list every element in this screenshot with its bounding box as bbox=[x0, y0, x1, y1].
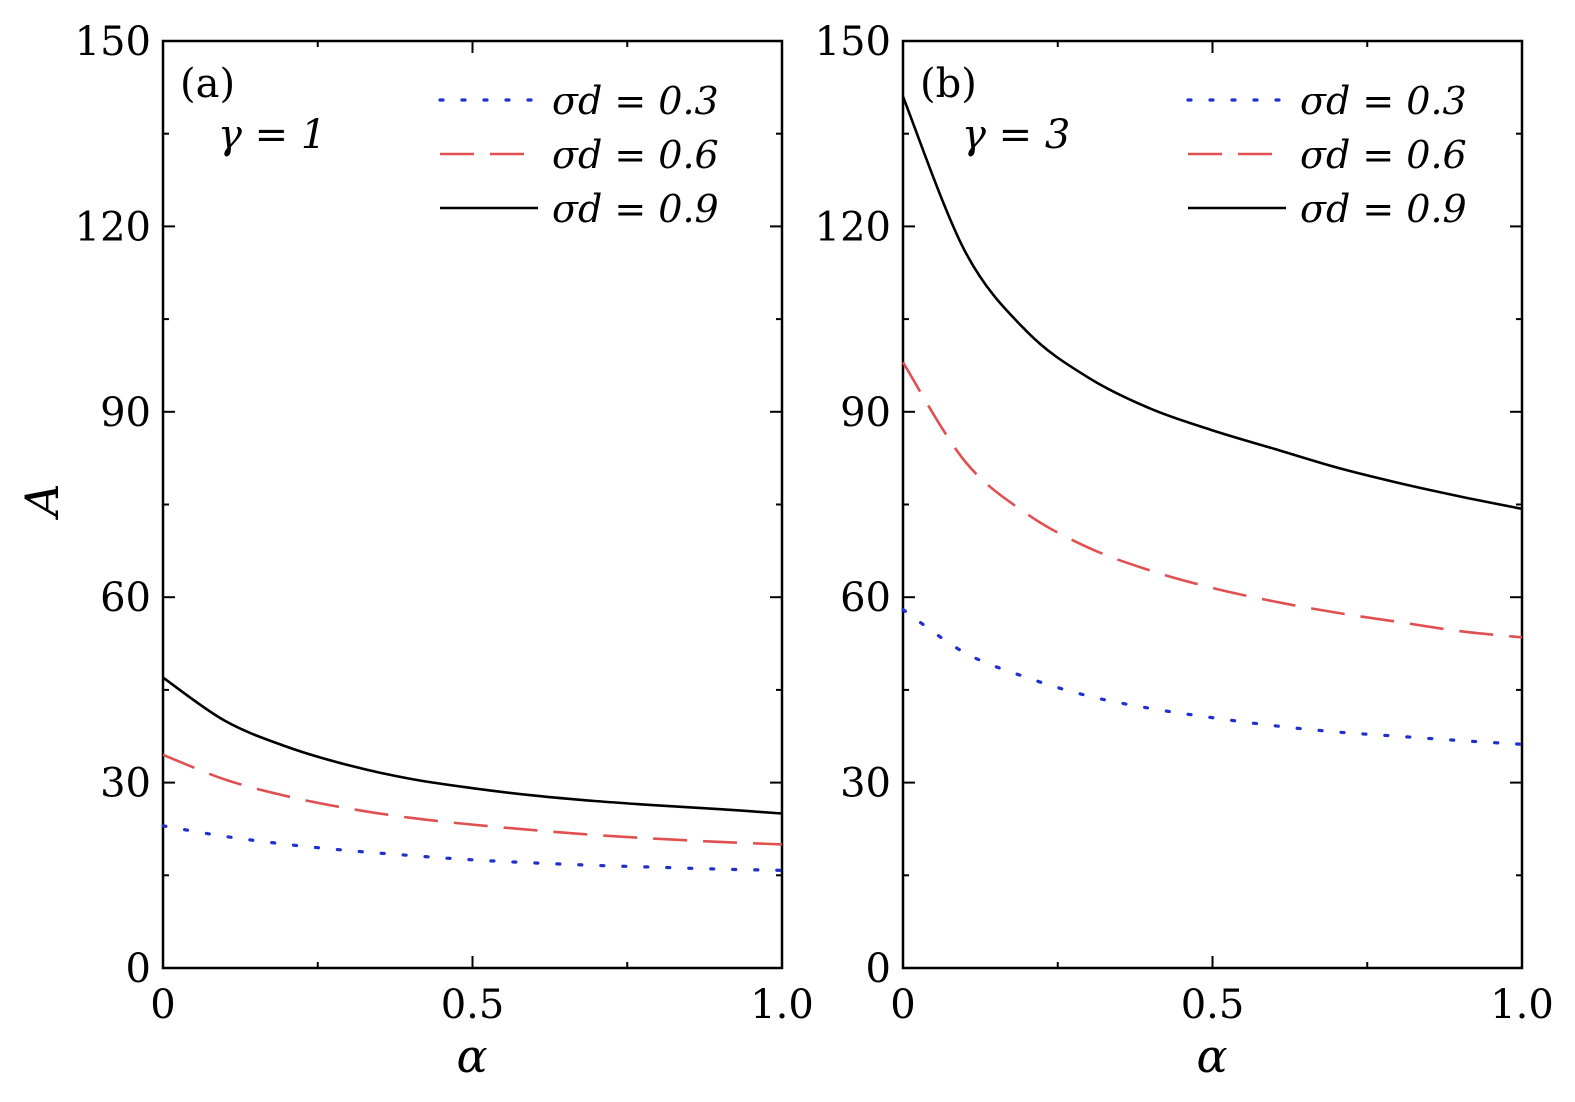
panel-label-a: (a) bbox=[180, 61, 235, 107]
x-axis-title-b: α bbox=[1196, 1029, 1227, 1083]
panel-label-b: (b) bbox=[920, 61, 977, 107]
x-tick-label-a: 0 bbox=[150, 982, 175, 1028]
x-tick-label-a: 1.0 bbox=[750, 982, 814, 1028]
x-tick-label-b: 0.5 bbox=[1181, 982, 1245, 1028]
y-tick-label-a: 90 bbox=[100, 390, 151, 436]
y-tick-label-a: 0 bbox=[126, 946, 151, 992]
legend-label-b-1: σd = 0.6 bbox=[1300, 133, 1467, 177]
series-line-b-1 bbox=[901, 361, 1523, 639]
annotation-gamma-b: γ = 3 bbox=[962, 112, 1070, 158]
tick-labels-a: 0 30 60 90 120 150 0 0.5 1.0 bbox=[75, 19, 814, 1028]
x-axis-title-a: α bbox=[456, 1029, 487, 1083]
y-tick-label-b: 0 bbox=[866, 946, 891, 992]
series-line-b-2 bbox=[901, 96, 1523, 511]
ticks-b bbox=[902, 40, 1523, 969]
legend-a: σd = 0.3 σd = 0.6 σd = 0.9 bbox=[438, 79, 719, 231]
y-tick-label-b: 60 bbox=[840, 575, 891, 621]
series-b bbox=[901, 96, 1524, 746]
legend-label-a-2: σd = 0.9 bbox=[552, 187, 719, 231]
legend-b: σd = 0.3 σd = 0.6 σd = 0.9 bbox=[1186, 79, 1467, 231]
series-line-a-1 bbox=[162, 753, 783, 846]
x-tick-label-b: 1.0 bbox=[1490, 982, 1554, 1028]
series-line-b-0 bbox=[901, 607, 1524, 746]
legend-label-b-0: σd = 0.3 bbox=[1300, 79, 1467, 123]
legend-label-a-1: σd = 0.6 bbox=[552, 133, 719, 177]
x-tick-label-b: 0 bbox=[890, 982, 915, 1028]
legend-label-b-2: σd = 0.9 bbox=[1300, 187, 1467, 231]
tick-labels-b: 0 30 60 90 120 150 0 0.5 1.0 bbox=[815, 19, 1554, 1028]
y-tick-label-b: 30 bbox=[840, 761, 891, 807]
plot-frame-a bbox=[161, 39, 784, 970]
y-axis-title: A bbox=[15, 483, 69, 520]
y-tick-label-b: 120 bbox=[815, 204, 891, 250]
y-tick-label-a: 120 bbox=[75, 204, 151, 250]
y-tick-label-b: 150 bbox=[815, 19, 891, 65]
series-a bbox=[161, 676, 784, 872]
y-tick-label-a: 30 bbox=[100, 761, 151, 807]
ticks-a bbox=[162, 40, 783, 969]
annotation-gamma-a: γ = 1 bbox=[218, 112, 326, 158]
x-tick-label-a: 0.5 bbox=[441, 982, 505, 1028]
y-tick-label-a: 60 bbox=[100, 575, 151, 621]
series-line-a-2 bbox=[162, 676, 783, 815]
y-tick-label-b: 90 bbox=[840, 390, 891, 436]
y-tick-label-a: 150 bbox=[75, 19, 151, 65]
series-line-a-0 bbox=[161, 824, 784, 872]
plot-frame-b bbox=[901, 39, 1524, 970]
legend-label-a-0: σd = 0.3 bbox=[552, 79, 719, 123]
